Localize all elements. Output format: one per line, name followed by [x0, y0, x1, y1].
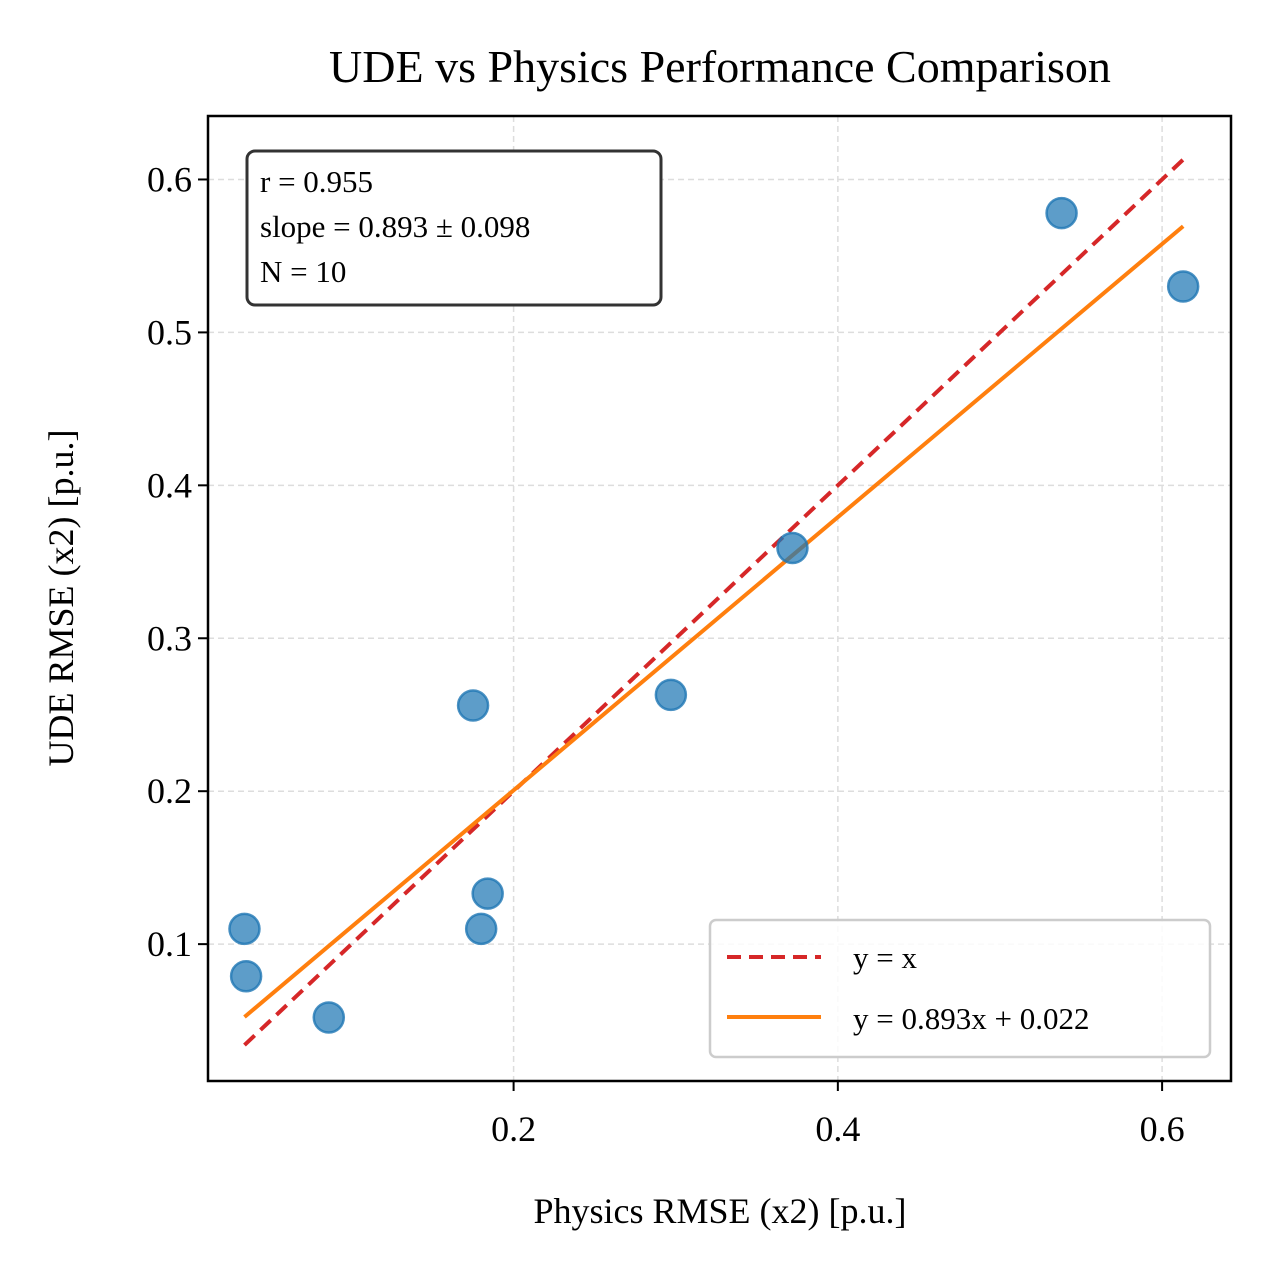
data-point	[654, 678, 688, 712]
y-axis-label: UDE RMSE (x2) [p.u.]	[41, 430, 81, 767]
y-tick-label: 0.2	[147, 771, 192, 811]
stats-line-n: N = 10	[260, 254, 346, 289]
legend: y = x y = 0.893x + 0.022	[708, 918, 1212, 1059]
legend-frame	[708, 918, 1212, 1059]
plot-frame	[206, 114, 1233, 1083]
y-tick-label: 0.6	[147, 159, 192, 199]
data-point	[229, 959, 263, 993]
y-tick-label: 0.3	[147, 618, 192, 658]
y-axis-ticks: 0.1 0.2 0.3 0.4 0.5 0.6	[147, 159, 208, 964]
data-point	[776, 531, 809, 565]
data-point	[456, 689, 490, 722]
x-axis-ticks: 0.2 0.4 0.6	[491, 1081, 1185, 1149]
data-points	[228, 196, 1200, 1034]
data-point	[464, 912, 498, 946]
reference-line	[243, 158, 1185, 1047]
legend-label-reference: y = x	[853, 940, 917, 975]
y-tick-label: 0.4	[147, 465, 192, 505]
data-point	[471, 877, 504, 910]
chart-title: UDE vs Physics Performance Comparison	[329, 41, 1111, 92]
data-point	[1166, 270, 1200, 303]
y-tick-label: 0.1	[147, 924, 192, 964]
x-axis-label: Physics RMSE (x2) [p.u.]	[533, 1191, 906, 1231]
stats-line-slope: slope = 0.893 ± 0.098	[260, 209, 530, 244]
stats-line-r: r = 0.955	[260, 164, 373, 199]
legend-label-fit: y = 0.893x + 0.022	[853, 1001, 1089, 1036]
data-point	[1045, 196, 1078, 230]
stats-box: r = 0.955 slope = 0.893 ± 0.098 N = 10	[245, 149, 663, 307]
fit-line	[243, 224, 1185, 1019]
x-tick-label: 0.6	[1140, 1109, 1185, 1149]
grid	[208, 116, 1231, 1081]
x-tick-label: 0.4	[815, 1109, 860, 1149]
stats-box-frame	[245, 149, 663, 307]
x-tick-label: 0.2	[491, 1109, 536, 1149]
lines	[243, 158, 1185, 1047]
y-tick-label: 0.5	[147, 312, 192, 352]
data-point	[312, 1001, 346, 1034]
data-point	[228, 912, 261, 946]
